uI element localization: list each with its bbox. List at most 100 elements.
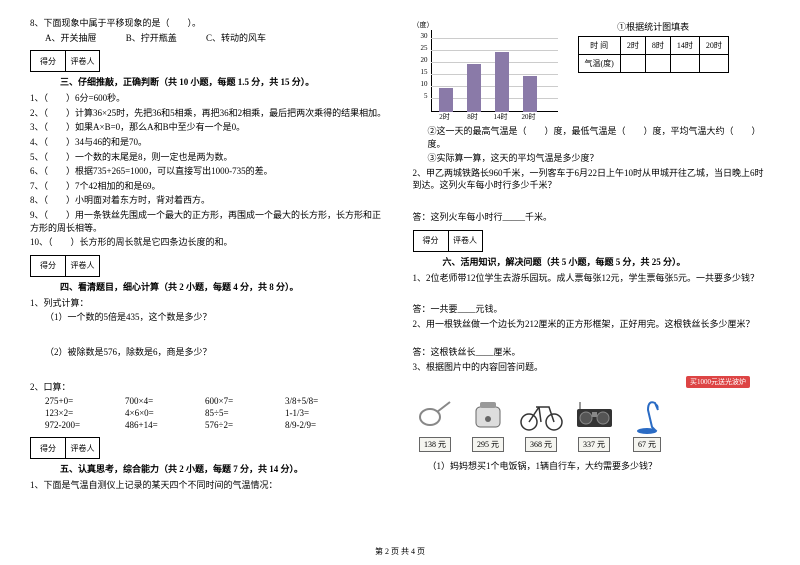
question-3a: （1）妈妈想买1个电饭锅，1辆自行车，大约需要多少钱？ [428, 460, 771, 473]
mental-item: 1-1/3= [285, 408, 365, 418]
bar [523, 76, 537, 112]
mental-item: 4×6×0= [125, 408, 205, 418]
product-item: 295 元 [466, 395, 511, 452]
problem-1: 1、下面是气温自测仪上记录的某天四个不同时间的气温情况： [30, 479, 388, 492]
mental-item: 576÷2= [205, 420, 285, 430]
mental-item: 600×7= [205, 396, 285, 406]
mental-item: 275+0= [45, 396, 125, 406]
judge-6: 6、（ ）根据735+265=1000，可以直接写出1000-735的差。 [30, 165, 388, 178]
products-row: 138 元 295 元 368 元 337 元 67 元 [413, 395, 771, 452]
answer-2: 答：这列火车每小时行_____千米。 [413, 211, 771, 224]
judge-8: 8、（ ）小明面对着东方时，背对着西方。 [30, 194, 388, 207]
chart-title: ①根据统计图填表 [578, 20, 729, 33]
reviewer-label: 评卷人 [448, 230, 483, 252]
judge-4: 4、（ ）34与46的和是70。 [30, 136, 388, 149]
judge-5: 5、（ ）一个数的末尾是8，则一定也是两为数。 [30, 151, 388, 164]
x-label: 2时 [435, 112, 455, 122]
section-5-title: 五、认真思考，综合能力（共 2 小题，每题 7 分，共 14 分）。 [60, 462, 388, 475]
bar [439, 88, 453, 112]
cooker-icon [466, 395, 511, 435]
bar [467, 64, 481, 112]
mental-item: 3/8+5/8= [285, 396, 365, 406]
opt-b: B、拧开瓶盖 [126, 33, 177, 43]
question-3: 3、根据图片中的内容回答问题。 [413, 361, 771, 374]
y-axis-title: （度） [413, 20, 563, 30]
page-footer: 第 2 页 共 4 页 [0, 546, 800, 557]
calc-1a: （1）一个数的5倍是435，这个数是多少？ [45, 311, 388, 324]
q8: 8、下面现象中属于平移现象的是（ ）。 [30, 17, 388, 30]
bar [495, 52, 509, 112]
left-column: 8、下面现象中属于平移现象的是（ ）。 A、开关抽屉 B、拧开瓶盖 C、转动的风… [30, 15, 388, 494]
y-axis [431, 30, 432, 112]
reviewer-label: 评卷人 [65, 255, 100, 277]
chart-wrapper: （度） 302520151052时8时14时20时 [413, 20, 563, 120]
calc-1: 1、列式计算： [30, 297, 388, 310]
y-label: 25 [413, 44, 428, 52]
stat-cell[interactable] [645, 55, 670, 73]
section-6-title: 六、活用知识，解决问题（共 5 小题，每题 5 分，共 25 分）。 [443, 255, 771, 268]
stat-cell[interactable] [620, 55, 645, 73]
opt-a: A、开关抽屉 [45, 33, 97, 43]
right-column: （度） 302520151052时8时14时20时 ①根据统计图填表 时 间2时… [413, 15, 771, 494]
opt-c: C、转动的风车 [206, 33, 266, 43]
stat-header: 20时 [699, 37, 728, 55]
gridline [431, 38, 558, 39]
stat-header: 14时 [670, 37, 699, 55]
watch-icon [413, 395, 458, 435]
judge-7: 7、（ ）7个42相加的和是69。 [30, 180, 388, 193]
stat-header: 时 间 [578, 37, 620, 55]
stat-cell[interactable] [670, 55, 699, 73]
score-label: 得分 [30, 50, 65, 72]
reviewer-label: 评卷人 [65, 50, 100, 72]
lamp-icon [625, 395, 670, 435]
x-label: 14时 [491, 112, 511, 122]
y-label: 30 [413, 32, 428, 40]
calc-2: 2、口算： [30, 381, 388, 394]
question-2: 2、用一根铁丝做一个边长为212厘米的正方形框架，正好用完。这根铁丝长多少厘米？ [413, 318, 771, 331]
answer-q2: 答：这根铁丝长____厘米。 [413, 346, 771, 359]
price-label: 337 元 [578, 437, 610, 452]
price-label: 368 元 [525, 437, 557, 452]
mental-math: 275+0=700×4=600×7=3/8+5/8=123×2=4×6×0=85… [45, 395, 388, 431]
gridline [431, 50, 558, 51]
price-label: 67 元 [633, 437, 661, 452]
judge-10: 10、（ ）长方形的周长就是它四条边长度的和。 [30, 236, 388, 249]
x-label: 20时 [519, 112, 539, 122]
promo-badge: 买1000元送光波炉 [686, 376, 750, 388]
score-label: 得分 [413, 230, 448, 252]
stat-cell[interactable] [699, 55, 728, 73]
stat-row-label: 气温(度) [578, 55, 620, 73]
product-item: 337 元 [572, 395, 617, 452]
stat-table-wrapper: ①根据统计图填表 时 间2时8时14时20时 气温(度) [578, 20, 729, 120]
chart-area: （度） 302520151052时8时14时20时 ①根据统计图填表 时 间2时… [413, 20, 771, 120]
mental-item: 700×4= [125, 396, 205, 406]
stat-header: 8时 [645, 37, 670, 55]
mental-item: 486+14= [125, 420, 205, 430]
score-label: 得分 [30, 437, 65, 459]
y-label: 15 [413, 68, 428, 76]
judge-1: 1、（ ）6分=600秒。 [30, 92, 388, 105]
y-label: 20 [413, 56, 428, 64]
question-1: 1、2位老师带12位学生去游乐园玩。成人票每张12元，学生票每张5元。一共要多少… [413, 272, 771, 285]
score-box-5: 得分 评卷人 [30, 437, 388, 459]
score-label: 得分 [30, 255, 65, 277]
reviewer-label: 评卷人 [65, 437, 100, 459]
product-item: 368 元 [519, 395, 564, 452]
product-item: 67 元 [625, 395, 670, 452]
section-4-title: 四、看清题目，细心计算（共 2 小题，每题 4 分，共 8 分）。 [60, 280, 388, 293]
q8-options: A、开关抽屉 B、拧开瓶盖 C、转动的风车 [45, 32, 388, 45]
task-3: ③实际算一算，这天的平均气温是多少度？ [428, 152, 771, 165]
judge-2: 2、（ ）计算36×25时，先把36和5相乘，再把36和2相乘，最后把两次乘得的… [30, 107, 388, 120]
price-label: 138 元 [419, 437, 451, 452]
task-2: ②这一天的最高气温是（ ）度，最低气温是（ ）度，平均气温大约（ ）度。 [428, 125, 771, 150]
product-item: 138 元 [413, 395, 458, 452]
score-box-3: 得分 评卷人 [30, 50, 388, 72]
radio-icon [572, 395, 617, 435]
mental-item: 8/9-2/9= [285, 420, 365, 430]
score-box-4: 得分 评卷人 [30, 255, 388, 277]
y-label: 10 [413, 80, 428, 88]
judge-9: 9、（ ）用一条铁丝先围成一个最大的正方形，再围成一个最大的长方形，长方形和正方… [30, 209, 388, 234]
answer-1: 答：一共要____元钱。 [413, 303, 771, 316]
bar-chart: 302520151052时8时14时20时 [413, 30, 563, 120]
section-3-title: 三、仔细推敲，正确判断（共 10 小题，每题 1.5 分，共 15 分）。 [60, 75, 388, 88]
